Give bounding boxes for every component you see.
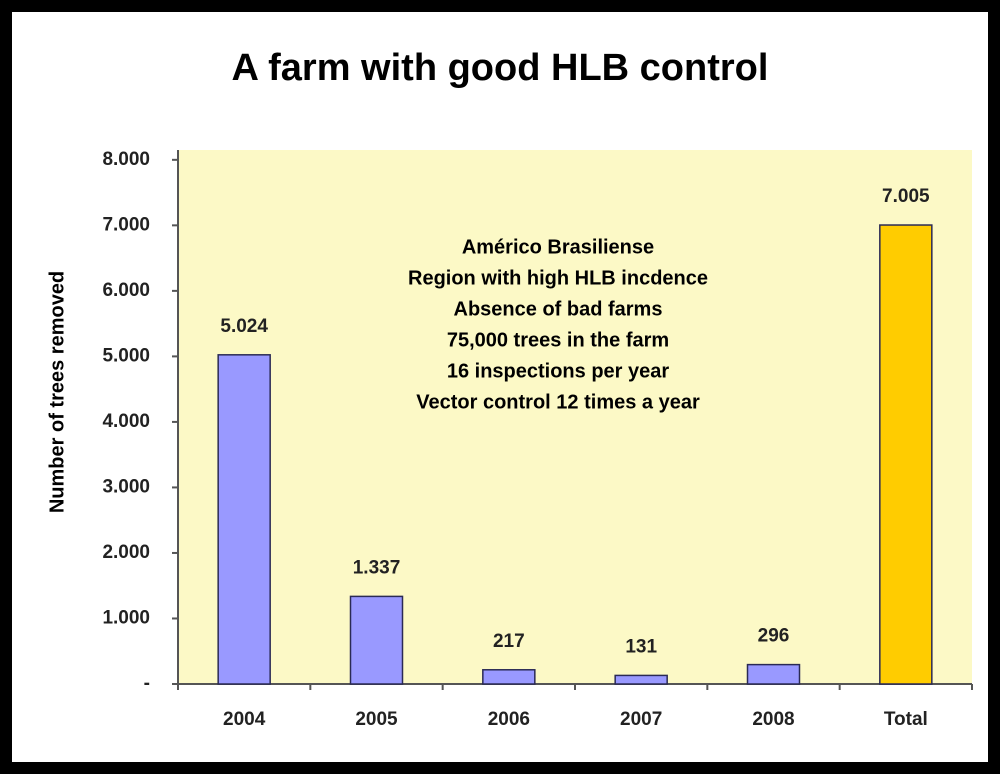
y-tick-label: 8.000 xyxy=(102,149,150,170)
bar xyxy=(746,663,801,685)
value-label: 131 xyxy=(625,636,657,657)
x-tick-label: 2008 xyxy=(752,709,794,730)
x-tick-label: Total xyxy=(884,709,928,730)
y-tick-label: 2.000 xyxy=(102,542,150,563)
annotation: Américo Brasiliense xyxy=(462,236,654,258)
y-tick-label: 4.000 xyxy=(102,411,150,432)
bar xyxy=(879,224,933,685)
bar xyxy=(349,595,404,685)
chart-title: A farm with good HLB control xyxy=(232,47,769,89)
x-tick-label: 2007 xyxy=(620,709,662,730)
value-label: 7.005 xyxy=(882,186,930,207)
y-tick-label: 5.000 xyxy=(102,345,150,366)
annotation: Absence of bad farms xyxy=(454,298,663,320)
y-tick-label: 7.000 xyxy=(102,214,150,235)
annotation: Region with high HLB incdence xyxy=(408,267,708,289)
annotation: 16 inspections per year xyxy=(447,360,670,382)
y-tick-label: 3.000 xyxy=(102,476,150,497)
y-tick-label: - xyxy=(144,673,150,694)
bar xyxy=(614,674,668,685)
value-label: 5.024 xyxy=(220,316,268,337)
value-label: 1.337 xyxy=(353,557,401,578)
bar xyxy=(217,354,271,685)
x-tick-label: 2005 xyxy=(355,709,398,730)
y-tick-label: 1.000 xyxy=(102,607,150,628)
x-tick-label: 2004 xyxy=(223,709,266,730)
value-label: 296 xyxy=(758,626,790,647)
y-axis-label: Number of trees removed xyxy=(46,271,68,513)
plot-area xyxy=(178,150,972,684)
value-label: 217 xyxy=(493,631,525,652)
bar xyxy=(482,669,536,685)
annotation: Vector control 12 times a year xyxy=(416,391,700,413)
annotation: 75,000 trees in the farm xyxy=(447,329,669,351)
x-tick-label: 2006 xyxy=(488,709,530,730)
y-tick-label: 6.000 xyxy=(102,280,150,301)
